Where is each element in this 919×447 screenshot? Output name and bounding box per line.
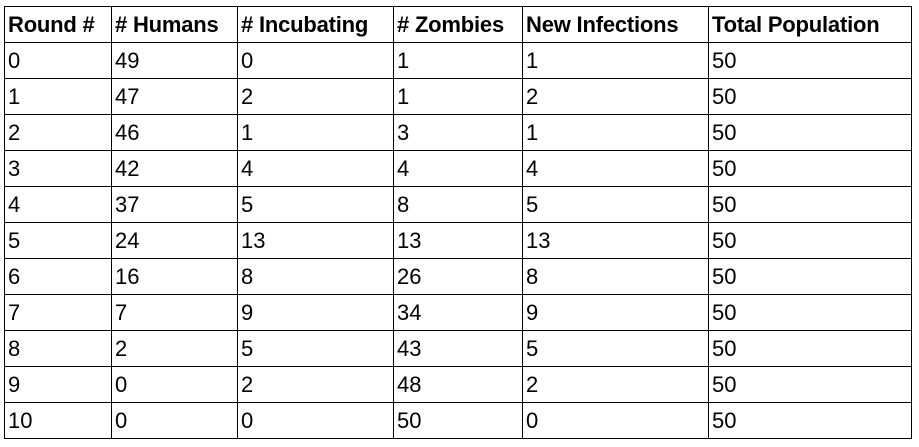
table-cell-humans: 0 [111,402,238,439]
table-cell-total-population: 50 [708,222,912,259]
table-cell-incubating: 2 [237,366,394,403]
column-header-new-infections: New Infections [522,6,709,43]
table-cell-new-infections: 1 [522,42,709,79]
table-cell-round: 1 [4,78,112,115]
table-cell-round: 2 [4,114,112,151]
table-row: 9 0 2 48 2 50 [4,366,912,403]
table-cell-total-population: 50 [708,42,912,79]
table-cell-total-population: 50 [708,258,912,295]
column-header-round: Round # [4,6,112,43]
column-header-incubating: # Incubating [237,6,394,43]
table-cell-round: 0 [4,42,112,79]
column-header-total-population: Total Population [708,6,912,43]
table-cell-zombies: 26 [393,258,523,295]
table-cell-new-infections: 8 [522,258,709,295]
table-cell-total-population: 50 [708,402,912,439]
table-cell-round: 3 [4,150,112,187]
table-cell-zombies: 43 [393,330,523,367]
table-cell-incubating: 0 [237,402,394,439]
table-cell-new-infections: 2 [522,78,709,115]
table-row: 1 47 2 1 2 50 [4,78,912,115]
table-cell-humans: 47 [111,78,238,115]
table-header: Round # # Humans # Incubating # Zombies New … [4,6,912,43]
table-cell-total-population: 50 [708,294,912,331]
table-cell-new-infections: 2 [522,366,709,403]
table-cell-new-infections: 1 [522,114,709,151]
table-cell-humans: 24 [111,222,238,259]
table-cell-new-infections: 4 [522,150,709,187]
table-cell-zombies: 4 [393,150,523,187]
table-row: 7 7 9 34 9 50 [4,294,912,331]
table-cell-humans: 7 [111,294,238,331]
table-row: 4 37 5 8 5 50 [4,186,912,223]
table-cell-zombies: 50 [393,402,523,439]
table-body: 0 49 0 1 1 50 1 47 2 1 2 50 2 46 1 3 1 50 3 42 4 4 4 50 4 37 5 8 5 50… [4,42,912,439]
table-cell-round: 9 [4,366,112,403]
table-cell-new-infections: 5 [522,186,709,223]
table-row: 10 0 0 50 0 50 [4,402,912,439]
table-cell-incubating: 0 [237,42,394,79]
table-cell-total-population: 50 [708,78,912,115]
table-cell-total-population: 50 [708,186,912,223]
table-cell-new-infections: 9 [522,294,709,331]
table-cell-round: 7 [4,294,112,331]
table-cell-zombies: 3 [393,114,523,151]
table-cell-zombies: 34 [393,294,523,331]
table-cell-humans: 0 [111,366,238,403]
table-cell-new-infections: 5 [522,330,709,367]
table-cell-round: 5 [4,222,112,259]
table-row: 6 16 8 26 8 50 [4,258,912,295]
table-cell-total-population: 50 [708,366,912,403]
table-cell-humans: 42 [111,150,238,187]
header-row: Round # # Humans # Incubating # Zombies New … [4,6,912,43]
table-cell-incubating: 5 [237,186,394,223]
table-cell-incubating: 1 [237,114,394,151]
column-header-zombies: # Zombies [393,6,523,43]
table-cell-humans: 2 [111,330,238,367]
table-cell-new-infections: 0 [522,402,709,439]
column-header-humans: # Humans [111,6,238,43]
table-cell-incubating: 2 [237,78,394,115]
table-cell-total-population: 50 [708,330,912,367]
table-row: 2 46 1 3 1 50 [4,114,912,151]
table-cell-total-population: 50 [708,114,912,151]
table-row: 3 42 4 4 4 50 [4,150,912,187]
table-cell-round: 8 [4,330,112,367]
table-cell-zombies: 1 [393,42,523,79]
table-cell-humans: 49 [111,42,238,79]
table-cell-zombies: 13 [393,222,523,259]
table-cell-humans: 16 [111,258,238,295]
table-cell-round: 10 [4,402,112,439]
table-cell-zombies: 8 [393,186,523,223]
table-row: 0 49 0 1 1 50 [4,42,912,79]
table-cell-zombies: 48 [393,366,523,403]
table-cell-humans: 46 [111,114,238,151]
table-row: 8 2 5 43 5 50 [4,330,912,367]
table-cell-zombies: 1 [393,78,523,115]
table-cell-incubating: 9 [237,294,394,331]
table-cell-incubating: 4 [237,150,394,187]
table-row: 5 24 13 13 13 50 [4,222,912,259]
table-cell-round: 4 [4,186,112,223]
table-cell-new-infections: 13 [522,222,709,259]
table-cell-incubating: 8 [237,258,394,295]
table-cell-incubating: 13 [237,222,394,259]
data-table: Round # # Humans # Incubating # Zombies New … [4,6,912,439]
table-cell-incubating: 5 [237,330,394,367]
table-cell-total-population: 50 [708,150,912,187]
table-cell-round: 6 [4,258,112,295]
table-cell-humans: 37 [111,186,238,223]
